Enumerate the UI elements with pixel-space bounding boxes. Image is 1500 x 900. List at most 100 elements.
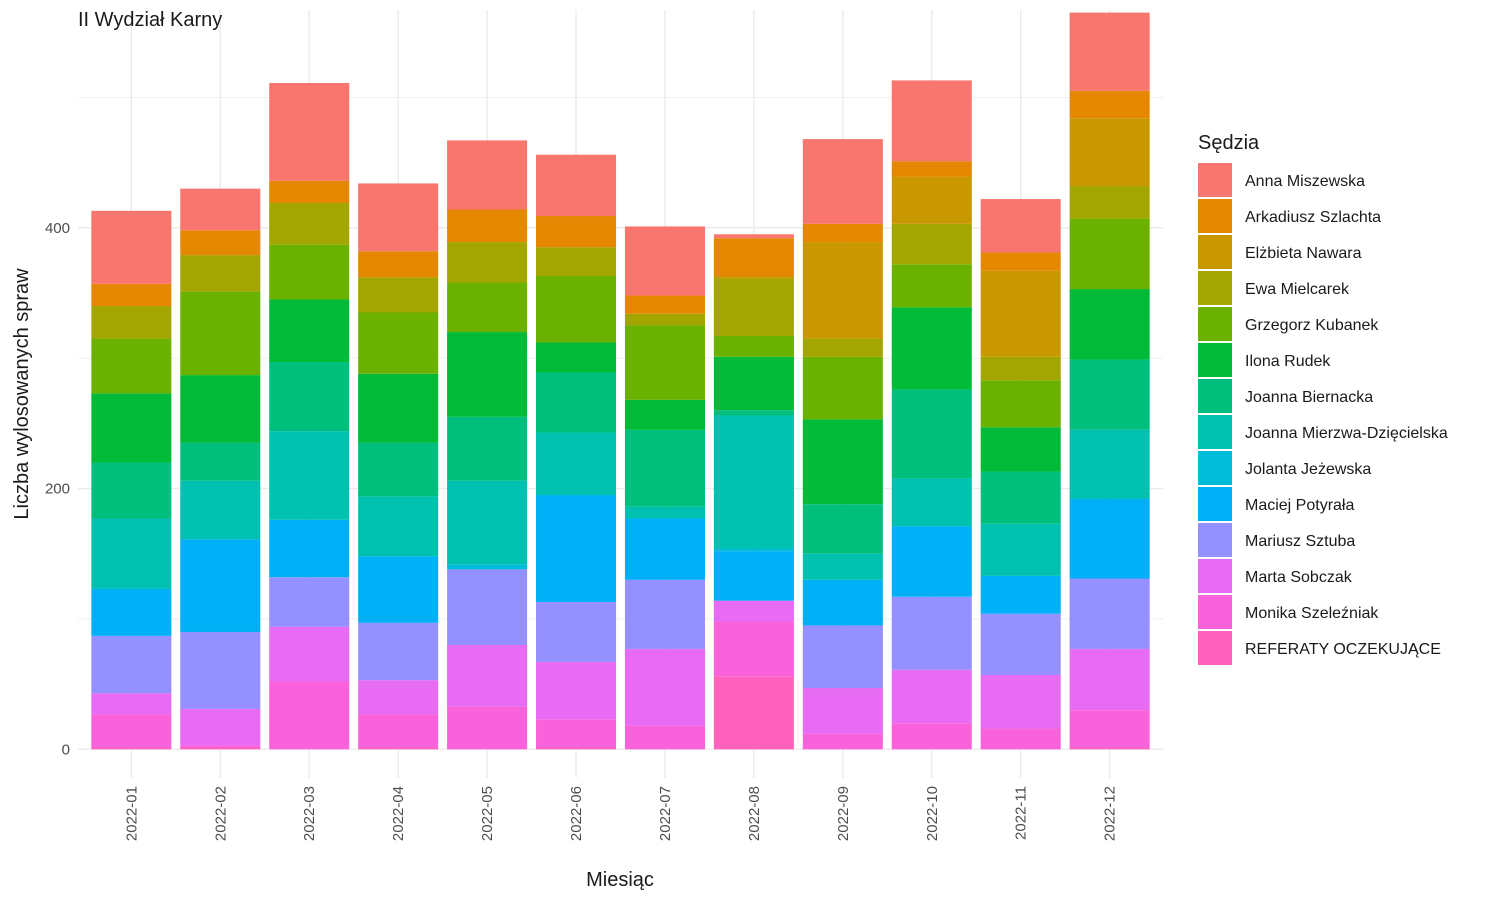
bar-segment	[891, 161, 972, 177]
bar-segment	[624, 579, 705, 649]
bar-segment	[269, 244, 350, 300]
bar-segment	[180, 188, 261, 231]
bar-segment	[1069, 118, 1150, 187]
bar-segment	[536, 748, 617, 750]
bar-segment	[358, 496, 439, 557]
legend-swatch	[1198, 163, 1232, 197]
bar-segment	[180, 745, 261, 749]
legend-swatch	[1198, 343, 1232, 377]
bar-segment	[891, 389, 972, 479]
bar-segment	[1069, 429, 1150, 499]
legend-label: Joanna Biernacka	[1245, 389, 1373, 406]
y-axis-title: Liczba wylosowanych spraw	[11, 268, 33, 520]
bar-segment	[713, 278, 794, 336]
bar-segment	[447, 564, 528, 570]
bar-segment	[91, 588, 172, 636]
bar-segment	[447, 242, 528, 283]
bar-segment	[802, 579, 883, 626]
bar-segment	[624, 313, 705, 326]
bar-segment	[536, 372, 617, 433]
bar-segment	[1069, 359, 1150, 430]
bar-segment	[802, 733, 883, 750]
legend: Sędzia Anna Miszewska Arkadiusz Szlachta E…	[1198, 132, 1448, 665]
bar-segment	[447, 332, 528, 417]
bar-segment	[269, 299, 350, 363]
bar-segment	[1069, 289, 1150, 360]
bar-segment	[269, 362, 350, 432]
bar-segment	[891, 223, 972, 265]
bar-segment	[802, 356, 883, 420]
bar-segment	[180, 255, 261, 292]
bar-segment	[624, 429, 705, 507]
bar-segment	[980, 728, 1061, 750]
bar-segment	[891, 669, 972, 724]
bar-segment	[624, 725, 705, 750]
legend-label: Mariusz Sztuba	[1245, 533, 1355, 550]
bar-segment	[91, 393, 172, 463]
bar-segment	[91, 714, 172, 749]
bar-segment	[891, 478, 972, 527]
bar-segment	[1069, 12, 1150, 91]
x-tick-label: 2022-11	[1013, 786, 1030, 840]
bar-segment	[180, 708, 261, 746]
bar-segment	[980, 427, 1061, 472]
bar-segment	[713, 600, 794, 622]
bar-segment	[1069, 710, 1150, 749]
bar-segment	[447, 480, 528, 565]
bar-segment	[891, 80, 972, 162]
bar-segment	[1069, 578, 1150, 649]
chart-title: II Wydział Karny	[78, 9, 222, 31]
bar-segment	[802, 419, 883, 505]
bar-segment	[536, 719, 617, 749]
legend-label: REFERATY OCZEKUJĄCE	[1245, 641, 1441, 658]
bar-segment	[1069, 498, 1150, 579]
bar-segment	[980, 380, 1061, 428]
bar-segment	[802, 223, 883, 243]
x-tick-label: 2022-07	[657, 786, 674, 841]
legend-swatch	[1198, 523, 1232, 557]
y-tick-label: 200	[45, 481, 70, 498]
bar-segment	[1069, 218, 1150, 290]
bar-segment	[91, 693, 172, 715]
bar-segment	[91, 305, 172, 339]
bar-segment	[1069, 90, 1150, 119]
bar-segment	[358, 277, 439, 313]
bar-segment	[269, 577, 350, 627]
bar-segment	[980, 613, 1061, 675]
legend-swatch	[1198, 559, 1232, 593]
bar-segment	[624, 506, 705, 519]
bar-segment	[180, 375, 261, 443]
bar-segment	[713, 335, 794, 357]
bar-segment	[536, 275, 617, 343]
bar-segment	[447, 282, 528, 333]
legend-label: Arkadiusz Szlachta	[1245, 209, 1381, 226]
bar-segment	[180, 480, 261, 540]
bar-segment	[447, 416, 528, 481]
bar-segment	[180, 291, 261, 376]
bar-segment	[980, 356, 1061, 381]
x-axis-ticks: 2022-01 2022-02 2022-03 2022-04 2022-05 2022-…	[123, 786, 1118, 841]
bars	[91, 12, 1150, 750]
bar-segment	[358, 373, 439, 443]
y-axis-ticks: 0 200 400	[45, 220, 70, 759]
x-tick-label: 2022-12	[1102, 786, 1119, 841]
bar-segment	[536, 495, 617, 602]
x-tick-label: 2022-02	[212, 786, 229, 841]
legend-label: Elżbieta Nawara	[1245, 245, 1362, 262]
bar-segment	[891, 596, 972, 670]
bar-segment	[713, 234, 794, 239]
bar-segment	[447, 140, 528, 210]
legend-swatch	[1198, 235, 1232, 269]
bar-segment	[358, 312, 439, 374]
bar-segment	[802, 338, 883, 357]
legend-label: Joanna Mierzwa-Dzięcielska	[1245, 425, 1448, 442]
legend-swatch	[1198, 379, 1232, 413]
bar-segment	[358, 680, 439, 715]
x-tick-label: 2022-06	[568, 786, 585, 841]
legend-label: Ilona Rudek	[1245, 353, 1331, 370]
legend-swatch	[1198, 595, 1232, 629]
legend-label: Maciej Potyrała	[1245, 497, 1354, 514]
bar-segment	[358, 748, 439, 750]
bar-segment	[91, 635, 172, 694]
bar-segment	[624, 399, 705, 430]
